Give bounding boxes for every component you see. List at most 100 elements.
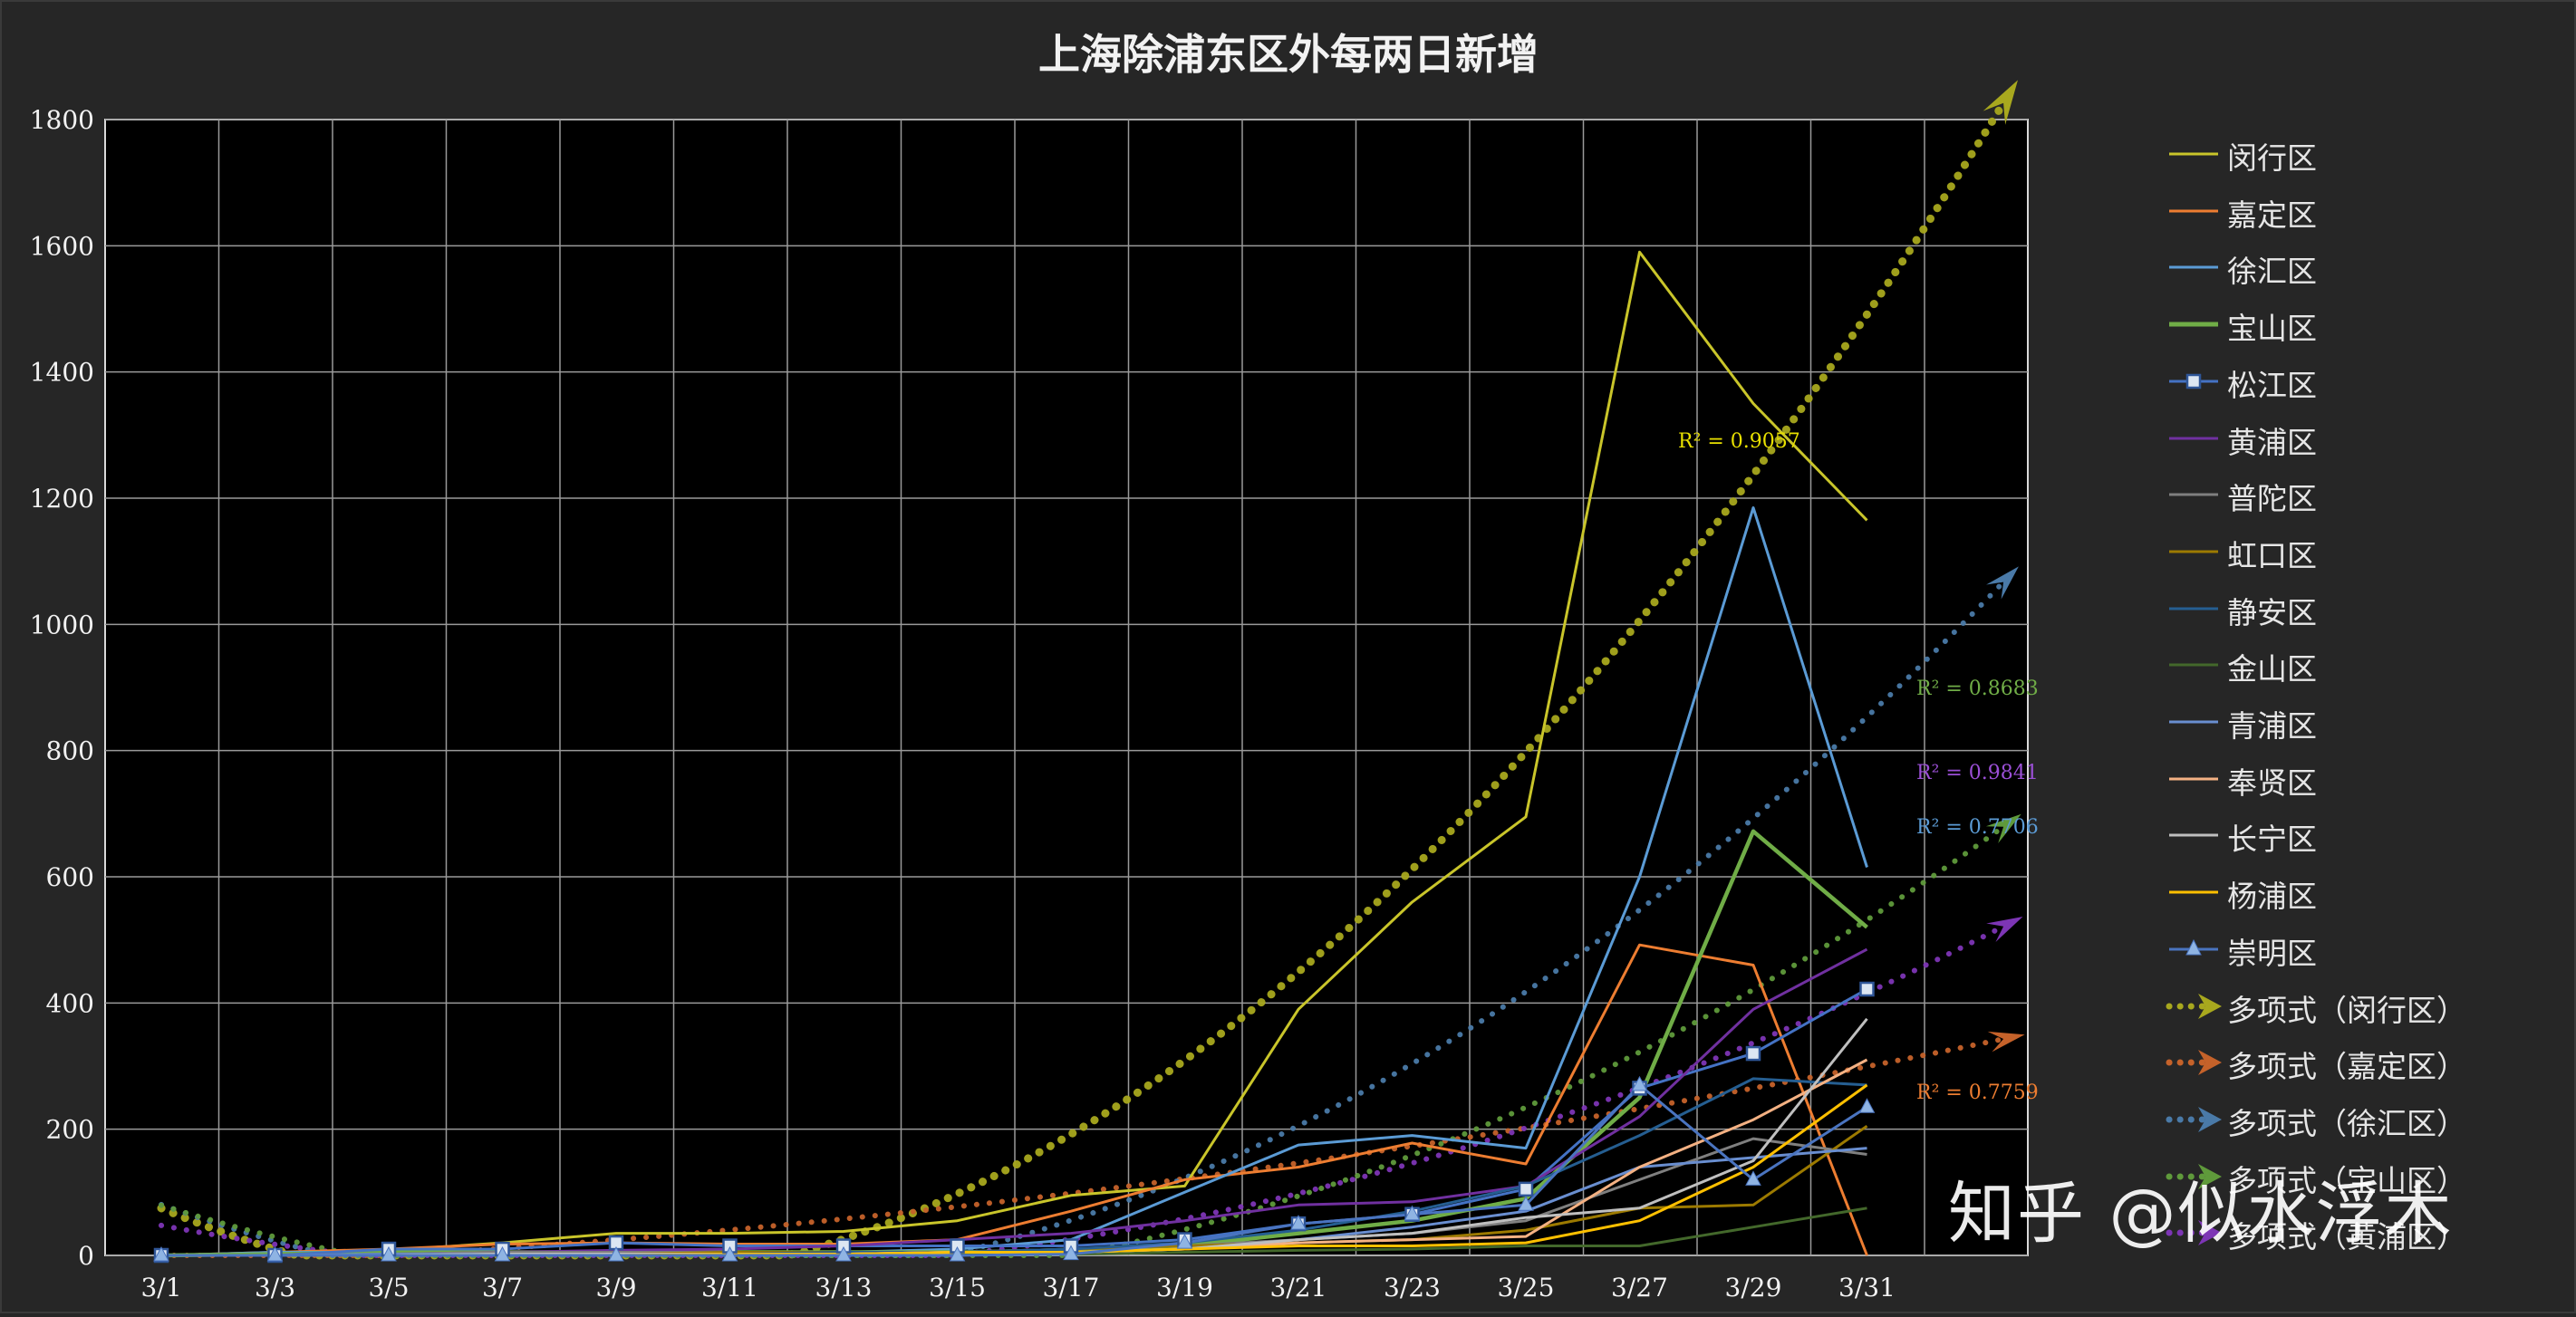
y-tick-label: 600: [46, 862, 94, 892]
legend-item: 静安区: [2166, 582, 2555, 636]
legend-item: 崇明区: [2166, 922, 2555, 976]
trendline: [157, 99, 2008, 1260]
legend-item: 多项式（闵行区）: [2166, 979, 2555, 1033]
legend-item: 嘉定区: [2166, 184, 2555, 238]
legend-swatch: [2169, 265, 2218, 269]
x-tick-label: 3/7: [482, 1273, 523, 1303]
legend-arrow: [2198, 1163, 2222, 1189]
legend-swatch: [2169, 322, 2218, 327]
trendline-arrow: [1986, 566, 2019, 600]
legend-swatch: [2169, 152, 2218, 156]
legend-label: 金山区: [2227, 651, 2317, 687]
square-marker: [1518, 1181, 1534, 1197]
legend-label: 宝山区: [2227, 311, 2317, 347]
gridlines: [105, 119, 2028, 1256]
x-tick-label: 3/3: [255, 1273, 295, 1303]
legend-item: 多项式（黄浦区）: [2166, 1206, 2555, 1260]
legend-arrow: [2198, 1050, 2222, 1076]
square-marker: [1859, 981, 1875, 997]
x-tick-label: 3/25: [1498, 1273, 1555, 1303]
y-tick-label: 1200: [30, 484, 94, 514]
x-tick-label: 3/15: [929, 1273, 986, 1303]
legend-item: 多项式（宝山区）: [2166, 1149, 2555, 1204]
triangle-marker: [1631, 1075, 1648, 1091]
legend-swatch: [2166, 1050, 2222, 1076]
legend-label: 崇明区: [2227, 935, 2317, 971]
x-tick-label: 3/13: [815, 1273, 873, 1303]
triangle-marker: [721, 1245, 738, 1262]
legend-swatch: [2169, 833, 2218, 837]
triangle-marker: [835, 1245, 852, 1262]
legend-label: 嘉定区: [2227, 197, 2317, 233]
legend-label: 多项式（宝山区）: [2227, 1162, 2466, 1198]
x-tick-label: 3/5: [368, 1273, 409, 1303]
y-tick-label: 200: [46, 1115, 94, 1145]
triangle-marker: [1404, 1205, 1421, 1221]
legend-item: 宝山区: [2166, 297, 2555, 351]
legend-label: 多项式（嘉定区）: [2227, 1049, 2466, 1085]
series-markers: [153, 981, 1876, 1264]
series-line: [161, 987, 1868, 1257]
legend-item: 长宁区: [2166, 808, 2555, 862]
legend-label: 松江区: [2227, 367, 2317, 403]
legend-item: 虹口区: [2166, 524, 2555, 579]
legend-item: 黄浦区: [2166, 411, 2555, 466]
legend-item: 多项式（徐汇区）: [2166, 1092, 2555, 1147]
chart-title: 上海除浦东区外每两日新增: [1038, 30, 1539, 79]
legend-swatch: [2169, 373, 2218, 389]
legend-swatch: [2169, 720, 2218, 724]
legend-arrow: [2198, 1220, 2222, 1246]
legend-square-marker: [2185, 373, 2202, 389]
legend-swatch: [2169, 437, 2218, 439]
legend-label: 多项式（黄浦区）: [2227, 1219, 2466, 1255]
legend-label: 奉贤区: [2227, 764, 2317, 801]
legend-swatch: [2169, 550, 2218, 553]
series-lines: [160, 250, 1868, 1258]
watermark: 知乎 @似水浮木: [1948, 1175, 2454, 1253]
triangle-marker: [1858, 1098, 1876, 1113]
legend-swatch: [2169, 493, 2218, 496]
square-marker: [1745, 1045, 1761, 1062]
legend-item: 多项式（嘉定区）: [2166, 1035, 2555, 1090]
legend-label: 徐汇区: [2227, 254, 2317, 290]
legend-swatch: [2166, 1220, 2222, 1246]
legend-swatch: [2166, 1106, 2222, 1132]
trendline: [159, 579, 2007, 1258]
r2-labels: R² = 0.9057 R² = 0.7759 R² = 0.7706 R² = 0.…: [1678, 430, 2039, 1104]
y-tick-label: 1400: [30, 358, 94, 388]
legend-item: 奉贤区: [2166, 752, 2555, 806]
legend-swatch: [2169, 938, 2218, 956]
legend-swatch: [2169, 777, 2218, 781]
r2-label: R² = 0.9057: [1678, 430, 1800, 453]
legend-swatch: [2169, 209, 2218, 213]
x-tick-label: 3/1: [140, 1273, 181, 1303]
r2-label: R² = 0.7706: [1916, 816, 2039, 839]
legend-item: 徐汇区: [2166, 240, 2555, 294]
legend-label: 闵行区: [2227, 140, 2317, 176]
legend-arrow: [2198, 1106, 2222, 1132]
legend-swatch: [2169, 663, 2218, 667]
trendline: [159, 823, 2007, 1258]
legend-swatch: [2169, 890, 2218, 894]
legend-swatch: [2166, 1163, 2222, 1189]
legend-arrow: [2198, 993, 2222, 1019]
triangle-marker: [381, 1245, 397, 1262]
legend-label: 长宁区: [2227, 822, 2317, 858]
legend-item: 杨浦区: [2166, 865, 2555, 919]
legend-label: 多项式（闵行区）: [2227, 992, 2466, 1028]
triangle-marker: [1176, 1234, 1193, 1249]
series-line: [161, 1083, 1868, 1257]
x-tick-label: 3/11: [701, 1273, 758, 1303]
legend-swatch: [2166, 993, 2222, 1019]
r2-label: R² = 0.9841: [1916, 762, 2039, 784]
triangle-marker: [266, 1245, 284, 1262]
triangle-marker: [1290, 1215, 1307, 1230]
r2-label: R² = 0.7759: [1916, 1081, 2039, 1104]
trendline-arrow: [1986, 917, 2023, 942]
x-tick-label: 3/19: [1156, 1273, 1213, 1303]
legend-label: 青浦区: [2227, 708, 2317, 744]
legend-triangle-marker: [2185, 938, 2202, 956]
x-tick-label: 3/23: [1384, 1273, 1441, 1303]
legend-swatch: [2169, 607, 2218, 610]
y-tick-label: 0: [78, 1241, 94, 1271]
